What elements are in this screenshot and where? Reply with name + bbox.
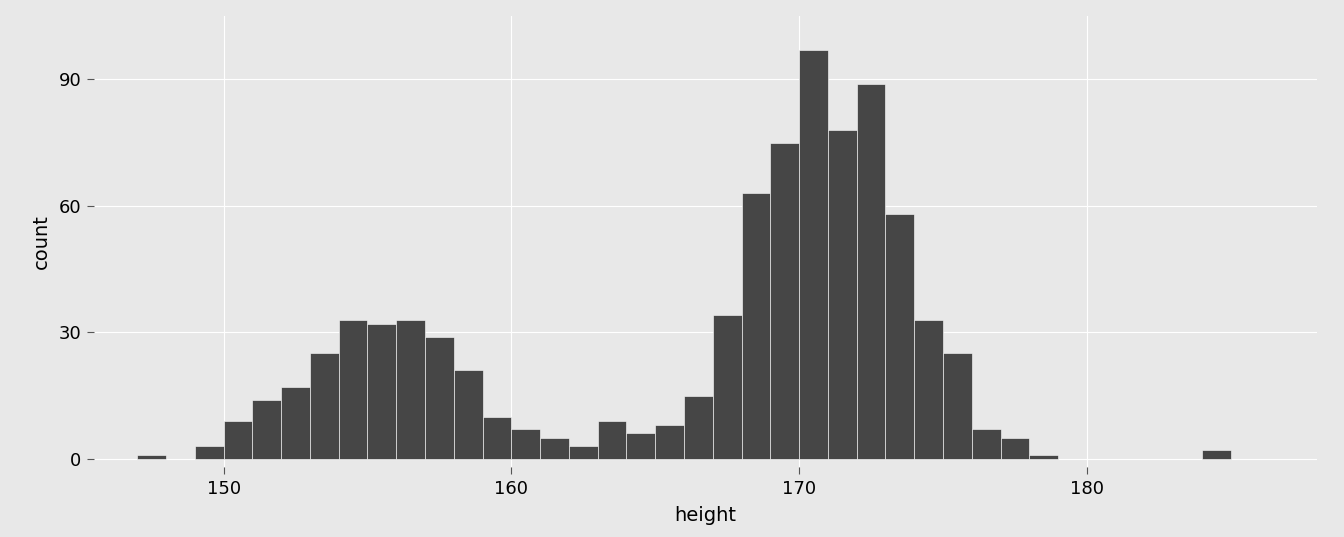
- X-axis label: height: height: [675, 506, 737, 525]
- Bar: [367, 324, 396, 459]
- Bar: [281, 387, 310, 459]
- Bar: [137, 454, 167, 459]
- Bar: [1030, 454, 1058, 459]
- Bar: [972, 429, 1000, 459]
- Bar: [684, 396, 712, 459]
- Y-axis label: count: count: [31, 214, 51, 269]
- Bar: [425, 337, 454, 459]
- Bar: [396, 320, 425, 459]
- Bar: [1000, 438, 1030, 459]
- Bar: [540, 438, 569, 459]
- Bar: [626, 433, 656, 459]
- Bar: [828, 130, 856, 459]
- Bar: [742, 193, 770, 459]
- Bar: [712, 315, 742, 459]
- Bar: [656, 425, 684, 459]
- Bar: [310, 353, 339, 459]
- Bar: [569, 446, 598, 459]
- Bar: [800, 50, 828, 459]
- Bar: [339, 320, 367, 459]
- Bar: [253, 400, 281, 459]
- Bar: [770, 143, 800, 459]
- Bar: [914, 320, 943, 459]
- Bar: [482, 417, 511, 459]
- Bar: [943, 353, 972, 459]
- Bar: [454, 370, 482, 459]
- Bar: [195, 446, 223, 459]
- Bar: [856, 84, 886, 459]
- Bar: [1202, 451, 1231, 459]
- Bar: [223, 421, 253, 459]
- Bar: [511, 429, 540, 459]
- Bar: [598, 421, 626, 459]
- Bar: [886, 214, 914, 459]
